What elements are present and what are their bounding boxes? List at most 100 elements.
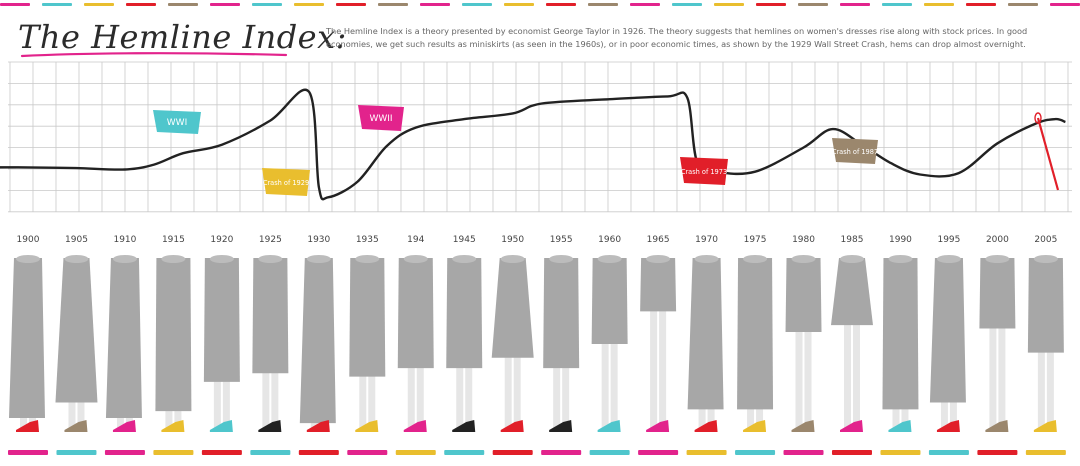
skirt-figure bbox=[104, 255, 145, 455]
color-bar bbox=[444, 450, 485, 455]
border-dash bbox=[1008, 3, 1038, 6]
x-tick-label: 1935 bbox=[356, 235, 379, 245]
waistband bbox=[209, 255, 234, 263]
border-dash bbox=[336, 3, 366, 6]
color-bar bbox=[686, 450, 727, 455]
border-dash bbox=[462, 3, 492, 6]
x-tick-label: 1980 bbox=[792, 235, 815, 245]
border-dash bbox=[714, 3, 744, 6]
leg bbox=[650, 268, 658, 428]
shoe-icon bbox=[549, 420, 573, 432]
skirt-figure bbox=[153, 255, 194, 455]
shoe-icon bbox=[452, 420, 476, 432]
border-dash bbox=[504, 3, 534, 6]
leg bbox=[659, 268, 667, 428]
skirt-figure bbox=[735, 255, 776, 455]
shoe-icon bbox=[306, 420, 330, 432]
skirt bbox=[446, 258, 483, 369]
hemline-series-line bbox=[0, 88, 1066, 201]
waistband bbox=[791, 255, 816, 263]
x-tick-label: 1905 bbox=[65, 235, 88, 245]
border-dash bbox=[924, 3, 954, 6]
border-dash bbox=[798, 3, 828, 6]
waistband bbox=[888, 255, 913, 263]
color-bar bbox=[541, 450, 582, 455]
color-bar bbox=[347, 450, 388, 455]
color-bar bbox=[831, 450, 872, 455]
x-tick-label: 1965 bbox=[647, 235, 670, 245]
border-dash bbox=[126, 3, 156, 6]
border-dash bbox=[756, 3, 786, 6]
color-bar bbox=[298, 450, 339, 455]
color-bar bbox=[56, 450, 97, 455]
skirt bbox=[543, 258, 580, 369]
skirt bbox=[1027, 258, 1064, 353]
x-tick-label: 1990 bbox=[889, 235, 912, 245]
skirt-figure bbox=[589, 255, 630, 455]
leg bbox=[852, 268, 860, 428]
skirt-figure bbox=[1025, 255, 1066, 455]
x-tick-label: 1950 bbox=[501, 235, 524, 245]
x-tick-label: 1970 bbox=[695, 235, 718, 245]
skirt bbox=[929, 258, 966, 403]
needle-shaft bbox=[1036, 117, 1060, 191]
x-tick-label: 1975 bbox=[744, 235, 767, 245]
color-bar bbox=[395, 450, 436, 455]
border-dash bbox=[210, 3, 240, 6]
waistband bbox=[452, 255, 477, 263]
border-dash bbox=[630, 3, 660, 6]
skirt-figure bbox=[201, 255, 242, 455]
x-tick-label: 1985 bbox=[841, 235, 864, 245]
border-dash bbox=[378, 3, 408, 6]
waistband bbox=[258, 255, 283, 263]
annotation-flag: Crash of 1987 bbox=[832, 138, 878, 164]
leg bbox=[601, 268, 609, 428]
skirt-figure bbox=[298, 255, 339, 455]
border-dash bbox=[168, 3, 198, 6]
color-bar bbox=[8, 450, 48, 455]
skirt bbox=[830, 258, 873, 326]
shoe-icon bbox=[839, 420, 863, 432]
shoe-icon bbox=[888, 420, 912, 432]
skirt-figure bbox=[686, 255, 727, 455]
skirt bbox=[299, 258, 336, 424]
hemline-illustrations bbox=[8, 255, 1066, 455]
shoe-icon bbox=[355, 420, 379, 432]
x-tick-label: 1960 bbox=[598, 235, 621, 245]
waistband bbox=[549, 255, 574, 263]
waistband bbox=[985, 255, 1010, 263]
leg bbox=[804, 268, 812, 428]
border-dash bbox=[42, 3, 72, 6]
shoe-icon bbox=[985, 420, 1009, 432]
annotation-flag-shape bbox=[680, 157, 728, 185]
leg bbox=[610, 268, 618, 428]
color-bar bbox=[250, 450, 291, 455]
shoe-icon bbox=[646, 420, 670, 432]
annotation-flag: Crash of 1929 bbox=[262, 168, 310, 196]
color-bar bbox=[880, 450, 921, 455]
shoe-icon bbox=[16, 420, 39, 432]
color-bar bbox=[201, 450, 242, 455]
skirt-figure bbox=[444, 255, 485, 455]
border-dash bbox=[84, 3, 114, 6]
color-bar bbox=[977, 450, 1018, 455]
x-tick-label: 2005 bbox=[1034, 235, 1057, 245]
annotation-label: Crash of 1973 bbox=[681, 168, 727, 176]
skirt bbox=[737, 258, 774, 410]
skirt-figure bbox=[830, 255, 873, 455]
skirt-figure bbox=[783, 255, 824, 455]
color-bar bbox=[638, 450, 679, 455]
color-bar bbox=[153, 450, 194, 455]
needle-eye bbox=[1034, 112, 1042, 124]
border-dash bbox=[294, 3, 324, 6]
skirt bbox=[203, 258, 240, 382]
annotation-flag-shape bbox=[832, 138, 878, 164]
x-tick-label: 1915 bbox=[162, 235, 185, 245]
annotation-label: Crash of 1929 bbox=[263, 179, 309, 187]
skirt-figure bbox=[55, 255, 98, 455]
skirt-figure bbox=[395, 255, 436, 455]
annotation-label: Crash of 1987 bbox=[832, 148, 878, 156]
shoe-icon bbox=[209, 420, 233, 432]
x-tick-label: 1900 bbox=[17, 235, 40, 245]
skirt-figure bbox=[8, 255, 48, 455]
